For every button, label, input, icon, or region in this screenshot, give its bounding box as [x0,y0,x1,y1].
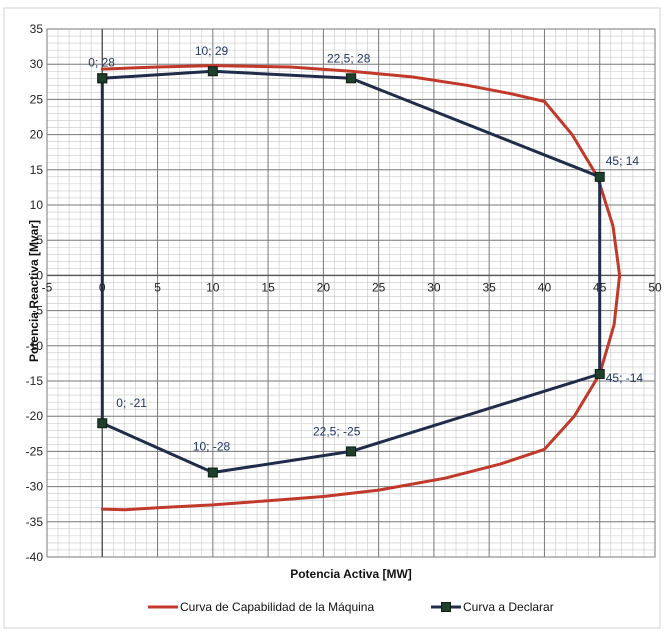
declared-point-marker [594,171,605,182]
x-tick-label: 10 [206,280,220,294]
x-tick-label: 5 [154,280,161,294]
x-tick-label: 20 [317,280,331,294]
legend-declared-label: Curva a Declarar [463,600,554,614]
legend-declared-marker [441,602,451,612]
data-label: 0; -21 [116,396,147,410]
x-tick-label: 35 [483,280,497,294]
declared-point-marker [207,66,218,77]
y-tick-label: 20 [30,128,44,142]
data-label: 10; -28 [193,440,231,454]
y-tick-label: -10 [26,339,44,353]
data-label: 45; -14 [606,371,644,385]
series-layer [97,64,622,512]
y-tick-label: -35 [26,515,44,529]
x-tick-label: 40 [538,280,552,294]
data-labels: 0; 28 10; 29 22,5; 28 45; 14 45; -14 22,5; -2… [88,44,643,453]
legend-capability-label: Curva de Capabilidad de la Máquina [180,600,374,614]
minor-grid [46,28,656,558]
declared-point-marker [207,467,218,478]
y-tick-label: -25 [26,444,44,458]
y-tick-label: 25 [30,92,44,106]
y-tick-label: 15 [30,163,44,177]
chart-outer-border [3,7,661,629]
x-tick-label: 30 [427,280,441,294]
declared-point-marker [346,73,356,84]
data-label: 45; 14 [606,154,640,168]
declared-point-marker [97,73,108,84]
x-tick-labels: -5 0 5 10 15 20 25 30 35 40 45 50 [42,280,662,294]
capability-curve-line [100,64,622,512]
data-label: 22,5; -25 [313,424,361,438]
data-label: 10; 29 [195,44,229,58]
y-tick-label: 0 [36,268,43,282]
plot-area [46,28,656,558]
y-tick-label: 5 [36,233,43,247]
data-label: 22,5; 28 [327,51,371,65]
y-tick-label: 10 [30,198,44,212]
declared-point-marker [594,368,605,379]
y-tick-label: -15 [26,374,44,388]
y-tick-label: -30 [26,480,44,494]
x-tick-label: -5 [42,280,53,294]
x-axis-title: Potencia Activa [MW] [290,567,412,581]
x-tick-label: 50 [648,280,662,294]
legend: Curva de Capabilidad de la Máquina Curva … [148,600,554,614]
y-tick-label: -40 [26,550,44,564]
y-axis-title: Potencia Reactiva [Mvar] [27,220,41,362]
y-tick-label: 35 [30,22,44,36]
x-tick-label: 15 [261,280,275,294]
y-tick-labels: 35 30 25 20 15 10 5 0 -5 -10 -15 -20 -25 -30 -35 -40 [26,22,44,564]
y-tick-label: 30 [30,57,44,71]
declared-point-marker [97,418,108,429]
declared-point-marker [346,446,356,457]
data-label: 0; 28 [88,55,115,69]
y-tick-label: -5 [32,304,43,318]
y-tick-label: -20 [26,409,44,423]
x-tick-label: 25 [372,280,386,294]
